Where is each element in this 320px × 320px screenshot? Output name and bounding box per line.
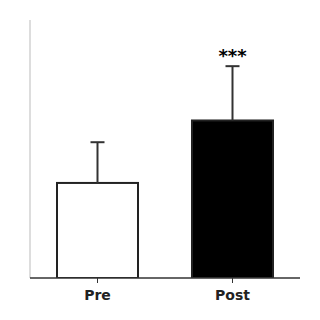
error-cap [91,141,105,143]
chart: Pre Post *** [0,0,320,320]
x-tick-label: Post [215,287,250,303]
error-line [232,66,234,120]
bar [57,183,138,278]
annotation: *** [218,45,247,66]
bar [192,120,273,278]
x-tick [232,278,233,283]
error-bar [226,66,240,120]
error-line [97,142,99,183]
error-bar [91,142,105,183]
y-axis-line [30,20,31,278]
x-axis-line [30,277,300,279]
x-tick-label: Pre [84,287,111,303]
plot-area [57,66,273,278]
x-tick [97,278,98,283]
